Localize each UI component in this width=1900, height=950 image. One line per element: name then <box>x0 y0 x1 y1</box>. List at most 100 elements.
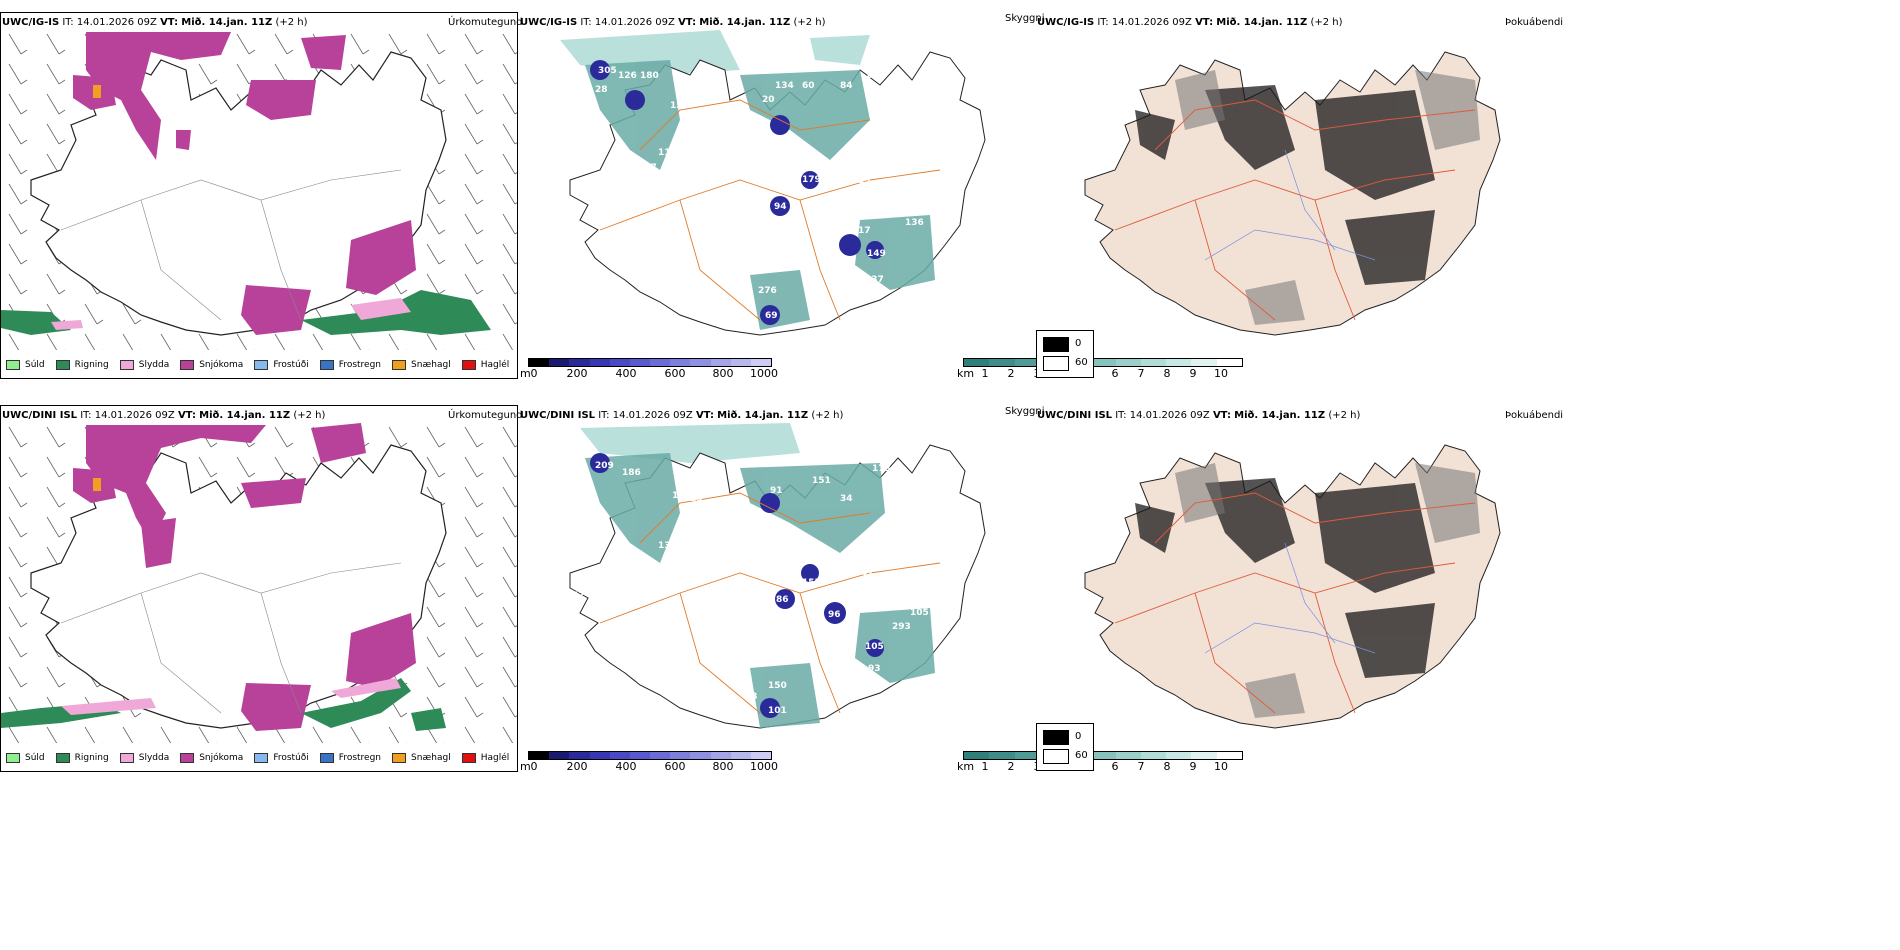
legend-item: Súld <box>6 360 45 370</box>
legend-item: Frostregn <box>319 753 381 763</box>
row1-header-precip: UWC/IG-IS IT: 14.01.2026 09Z VT: Mið. 14… <box>2 17 308 28</box>
legend-swatch <box>119 360 134 370</box>
visibility-scale-m-2: m 0 200 400 600 800 1000 <box>520 751 778 773</box>
svg-text:186: 186 <box>622 468 641 478</box>
svg-text:91: 91 <box>770 486 783 496</box>
fog-legend-swatch <box>1043 749 1069 764</box>
legend-swatch <box>254 753 269 763</box>
svg-text:70: 70 <box>802 153 815 163</box>
fog-legend-1: 0 60 <box>1036 330 1094 378</box>
svg-text:126: 126 <box>618 71 637 81</box>
svg-text:34: 34 <box>840 494 853 504</box>
svg-text:137: 137 <box>865 275 884 285</box>
visibility-map-2: 209 186 159 29 136 23 47 90 97 91 151 34… <box>569 423 986 729</box>
svg-text:60: 60 <box>802 81 815 91</box>
legend-item: Frostregn <box>319 360 381 370</box>
svg-text:128: 128 <box>818 564 837 574</box>
fog-map-2 <box>1084 444 1501 729</box>
fog-title-2: Þokuábendi <box>1505 410 1564 421</box>
row1-header-fog: UWC/IG-IS IT: 14.01.2026 09Z VT: Mið. 14… <box>1037 17 1343 28</box>
svg-text:305: 305 <box>598 66 617 76</box>
legend-swatch <box>6 360 20 370</box>
legend-item: Frostúði <box>254 360 309 370</box>
svg-text:17: 17 <box>858 226 871 236</box>
svg-text:27: 27 <box>927 594 940 604</box>
row2-header-fog: UWC/DINI ISL IT: 14.01.2026 09Z VT: Mið.… <box>1037 410 1361 421</box>
visibility-title-2: Skyggni <box>1005 406 1045 417</box>
legend-swatch <box>392 753 407 763</box>
svg-text:23: 23 <box>648 576 661 586</box>
svg-text:179: 179 <box>802 175 821 185</box>
svg-text:66: 66 <box>712 138 725 148</box>
legend-swatch <box>180 360 195 370</box>
svg-text:86: 86 <box>776 595 789 605</box>
legend-item: Snæhagl <box>392 360 451 370</box>
precip-title-2: Úrkomutegund <box>448 410 523 421</box>
svg-text:136: 136 <box>658 541 677 551</box>
legend-item: Snæhagl <box>392 753 451 763</box>
svg-text:29: 29 <box>690 494 703 504</box>
row1-header-visibility: UWC/IG-IS IT: 14.01.2026 09Z VT: Mið. 14… <box>520 17 826 28</box>
svg-text:115: 115 <box>735 121 754 131</box>
svg-text:90: 90 <box>722 538 735 548</box>
svg-text:293: 293 <box>892 622 911 632</box>
svg-text:151: 151 <box>812 476 831 486</box>
svg-text:276: 276 <box>758 286 777 296</box>
svg-text:184: 184 <box>865 71 884 81</box>
fog-map-1 <box>1084 51 1501 336</box>
svg-text:94: 94 <box>774 202 787 212</box>
svg-text:155: 155 <box>802 578 821 588</box>
svg-text:81: 81 <box>608 188 621 198</box>
legend-swatch <box>461 753 476 763</box>
legend-swatch <box>392 360 407 370</box>
fog-legend-swatch <box>1043 337 1069 352</box>
sleet-areas <box>51 298 411 330</box>
precip-legend-1: Súld Rigning Slydda Snjókoma Frostúði Fr… <box>6 360 520 370</box>
svg-text:73: 73 <box>745 692 758 702</box>
visibility-title-1: Skyggni <box>1005 13 1045 24</box>
visibility-values-1: 305 126 180 28 152 118 207 81 40 134 60 … <box>595 66 924 321</box>
svg-text:107: 107 <box>855 568 874 578</box>
legend-item: Rigning <box>55 360 109 370</box>
svg-text:209: 209 <box>595 461 614 471</box>
legend-item: Frostúði <box>254 753 309 763</box>
svg-text:20: 20 <box>762 95 775 105</box>
row2-header-precip: UWC/DINI ISL IT: 14.01.2026 09Z VT: Mið.… <box>2 410 326 421</box>
svg-text:105: 105 <box>865 642 884 652</box>
precip-title-1: Úrkomutegund <box>448 17 523 28</box>
visibility-scale-m-1: m 0 200 400 600 800 1000 <box>520 358 778 380</box>
snow-pellet-area <box>93 85 101 98</box>
fog-title-1: Þokuábendi <box>1505 17 1564 28</box>
fog-legend-swatch <box>1043 730 1069 745</box>
svg-text:47: 47 <box>572 591 585 601</box>
svg-text:16: 16 <box>830 219 843 229</box>
legend-item: Slydda <box>119 753 169 763</box>
snow-areas <box>73 32 416 335</box>
visibility-values-2: 209 186 159 29 136 23 47 90 97 91 151 34… <box>572 461 940 716</box>
svg-text:207: 207 <box>638 163 657 173</box>
precip-legend-2: Súld Rigning Slydda Snjókoma Frostúði Fr… <box>6 753 520 763</box>
legend-item: Haglél <box>461 360 509 370</box>
legend-swatch <box>461 360 476 370</box>
legend-item: Rigning <box>55 753 109 763</box>
svg-text:35: 35 <box>778 136 791 146</box>
legend-item: Snjókoma <box>180 753 243 763</box>
svg-text:118: 118 <box>658 148 677 158</box>
visibility-map-1: 305 126 180 28 152 118 207 81 40 134 60 … <box>560 30 986 336</box>
svg-text:93: 93 <box>868 664 881 674</box>
svg-text:173: 173 <box>872 464 891 474</box>
svg-text:180: 180 <box>640 71 659 81</box>
legend-swatch <box>180 753 195 763</box>
legend-swatch <box>55 753 70 763</box>
fog-legend-swatch <box>1043 356 1069 371</box>
precip-map-1 <box>1 30 517 350</box>
legend-item: Haglél <box>461 753 509 763</box>
svg-text:149: 149 <box>867 249 886 259</box>
precip-map-2 <box>1 423 517 743</box>
legend-swatch <box>319 753 334 763</box>
legend-swatch <box>6 753 20 763</box>
legend-swatch <box>119 753 134 763</box>
svg-text:40: 40 <box>598 203 611 213</box>
visibility-scale-km-1: km 1 2 3 4 5 6 7 8 9 10 <box>957 358 1243 380</box>
svg-text:69: 69 <box>765 311 778 321</box>
